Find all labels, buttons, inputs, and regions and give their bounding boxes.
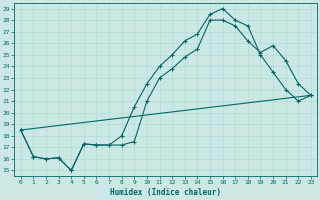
X-axis label: Humidex (Indice chaleur): Humidex (Indice chaleur) <box>110 188 221 197</box>
